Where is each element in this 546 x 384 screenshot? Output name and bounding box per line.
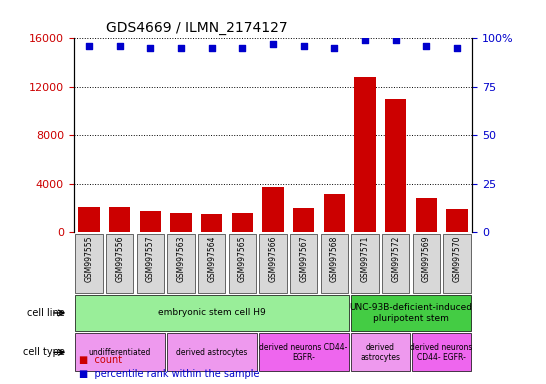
FancyBboxPatch shape [259,233,287,293]
Text: undifferentiated: undifferentiated [88,348,151,357]
Point [330,45,339,51]
Bar [140,210,161,232]
FancyBboxPatch shape [106,233,134,293]
Point [238,45,247,51]
Point [207,45,216,51]
FancyBboxPatch shape [351,295,471,331]
FancyBboxPatch shape [413,233,440,293]
Bar [385,99,406,232]
Point [177,45,186,51]
Point [453,45,461,51]
FancyBboxPatch shape [229,233,256,293]
Point [422,43,431,49]
Text: derived neurons CD44-
EGFR-: derived neurons CD44- EGFR- [259,343,348,362]
Text: GSM997571: GSM997571 [360,235,370,282]
Text: GSM997569: GSM997569 [422,235,431,282]
Point [360,37,369,43]
FancyBboxPatch shape [75,333,165,371]
Point [269,41,277,47]
Bar [232,213,253,232]
FancyBboxPatch shape [198,233,225,293]
Bar [109,207,130,232]
FancyBboxPatch shape [75,233,103,293]
Text: embryonic stem cell H9: embryonic stem cell H9 [158,308,265,318]
Point [115,43,124,49]
FancyBboxPatch shape [382,233,410,293]
Text: ■  percentile rank within the sample: ■ percentile rank within the sample [79,369,260,379]
Bar [324,194,345,232]
Text: ■  count: ■ count [79,355,122,365]
Bar [78,207,100,232]
Text: GSM997565: GSM997565 [238,235,247,282]
Text: GSM997557: GSM997557 [146,235,155,282]
FancyBboxPatch shape [75,295,349,331]
FancyBboxPatch shape [321,233,348,293]
Bar [354,77,376,232]
Text: GSM997566: GSM997566 [269,235,277,282]
Bar [446,209,468,232]
Point [146,45,155,51]
Text: GSM997563: GSM997563 [176,235,186,282]
Point [85,43,93,49]
FancyBboxPatch shape [167,233,195,293]
Bar [201,214,222,232]
Text: GSM997567: GSM997567 [299,235,308,282]
Text: GSM997570: GSM997570 [453,235,461,282]
FancyBboxPatch shape [136,233,164,293]
FancyBboxPatch shape [443,233,471,293]
Text: cell type: cell type [23,347,65,358]
Text: GSM997555: GSM997555 [85,235,93,282]
Text: GDS4669 / ILMN_2174127: GDS4669 / ILMN_2174127 [105,21,287,35]
Bar [170,213,192,232]
Bar [262,187,284,232]
Text: derived astrocytes: derived astrocytes [176,348,247,357]
Text: GSM997572: GSM997572 [391,235,400,282]
Point [299,43,308,49]
Text: UNC-93B-deficient-induced
pluripotent stem: UNC-93B-deficient-induced pluripotent st… [349,303,472,323]
Text: GSM997556: GSM997556 [115,235,124,282]
Text: cell line: cell line [27,308,65,318]
Text: derived
astrocytes: derived astrocytes [360,343,400,362]
FancyBboxPatch shape [259,333,349,371]
Point [391,37,400,43]
FancyBboxPatch shape [351,233,379,293]
Bar [293,208,314,232]
Bar [416,199,437,232]
Text: GSM997564: GSM997564 [207,235,216,282]
FancyBboxPatch shape [351,333,410,371]
Text: derived neurons
CD44- EGFR-: derived neurons CD44- EGFR- [411,343,473,362]
Text: GSM997568: GSM997568 [330,235,339,282]
FancyBboxPatch shape [290,233,317,293]
FancyBboxPatch shape [167,333,257,371]
FancyBboxPatch shape [412,333,471,371]
